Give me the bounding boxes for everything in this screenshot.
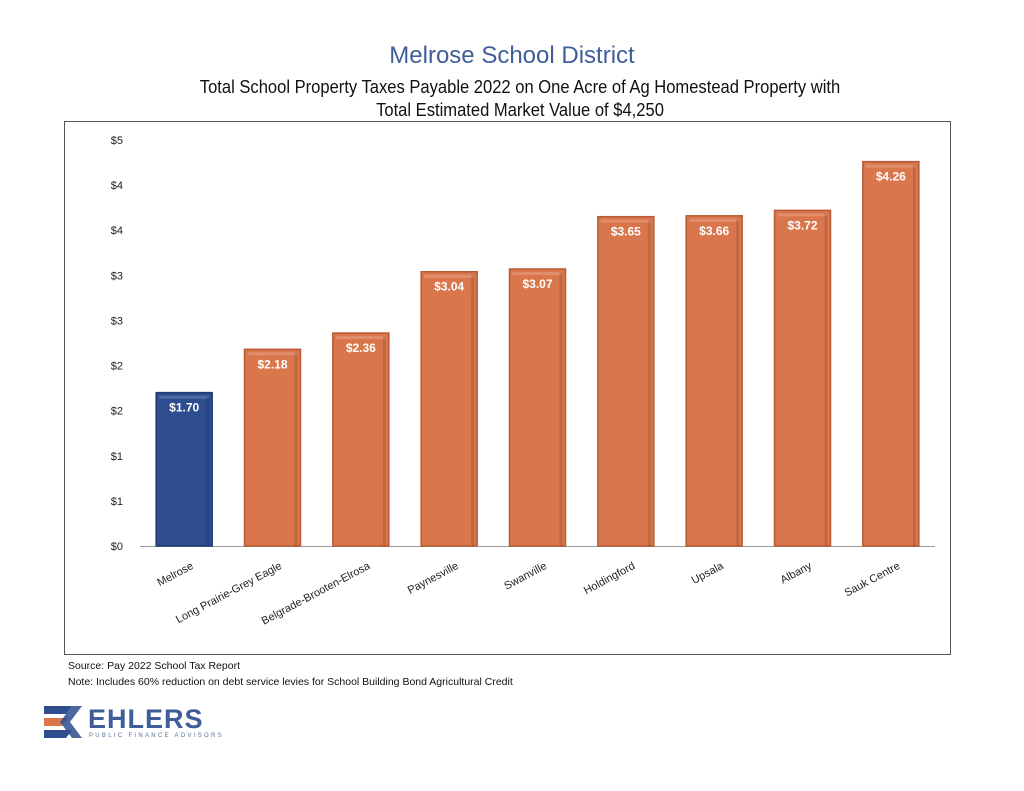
bar-bevel xyxy=(600,219,651,223)
logo-wordmark: EHLERS xyxy=(88,704,204,734)
bar-shade xyxy=(736,218,740,546)
source-note: Source: Pay 2022 School Tax Report xyxy=(68,660,240,672)
bar xyxy=(332,332,390,547)
x-tick-label: Paynesville xyxy=(406,560,461,597)
data-label: $4.26 xyxy=(876,170,906,184)
bar-shade xyxy=(471,274,475,546)
bar xyxy=(243,348,302,547)
bar-bevel xyxy=(512,272,563,276)
bar-shade xyxy=(559,272,563,546)
data-label: $3.65 xyxy=(611,225,641,239)
data-label: $3.66 xyxy=(699,224,729,238)
y-tick-label: $3 xyxy=(111,270,123,282)
bar-bevel xyxy=(865,164,916,168)
bar xyxy=(685,215,743,547)
bar-chart: $0$1$1$2$2$3$3$4$4$5$1.70Melrose$2.18Lon… xyxy=(111,135,935,627)
data-label: $1.70 xyxy=(169,401,199,415)
bar-shade xyxy=(647,219,651,546)
x-tick-label: Albany xyxy=(779,560,815,587)
y-tick-label: $2 xyxy=(111,406,123,418)
y-tick-label: $5 xyxy=(111,135,123,147)
bar xyxy=(773,209,832,547)
chart-title: Melrose School District xyxy=(389,42,635,69)
y-tick-label: $4 xyxy=(111,180,123,192)
chart-frame: $0 $1 $1 $2 $2 $3 $3 $4 $4 $5 $1.70 Melrose $2.18 Lon… xyxy=(64,121,951,655)
bar-bevel xyxy=(424,274,475,278)
subtitle-line-2: Total Estimated Market Value of $4,250 xyxy=(376,100,664,120)
bar-shade xyxy=(294,352,298,546)
data-label: $3.07 xyxy=(522,277,552,291)
bar-bevel xyxy=(777,213,828,217)
data-label: $2.18 xyxy=(257,357,287,371)
x-tick-label: Holdingford xyxy=(582,560,637,597)
subtitle-line-1: Total School Property Taxes Payable 2022… xyxy=(199,77,841,97)
bar xyxy=(862,160,920,547)
bar-shade xyxy=(206,395,210,546)
y-tick-label: $1 xyxy=(111,496,123,508)
y-tick-label: $1 xyxy=(111,451,123,463)
y-tick-label: $0 xyxy=(111,541,123,553)
bar-shade xyxy=(912,164,916,547)
y-tick-label: $4 xyxy=(111,225,123,237)
logo-mark-icon xyxy=(44,706,82,738)
bar xyxy=(155,391,213,547)
x-tick-label: Melrose xyxy=(155,560,195,589)
y-tick-label: $3 xyxy=(111,315,123,327)
bar xyxy=(420,270,478,547)
chart-subtitle: Total School Property Taxes Payable 2022… xyxy=(180,76,861,122)
logo-tagline: PUBLIC FINANCE ADVISORS xyxy=(89,733,224,739)
bar-shade xyxy=(382,336,386,546)
x-tick-label: Upsala xyxy=(690,560,727,587)
footnote: Note: Includes 60% reduction on debt ser… xyxy=(68,676,513,688)
x-tick-label: Sauk Centre xyxy=(843,560,903,599)
bar xyxy=(508,268,567,547)
bar-bevel xyxy=(689,218,740,222)
data-label: $3.72 xyxy=(787,218,817,232)
bar xyxy=(597,215,655,547)
bar-bevel xyxy=(247,352,298,356)
y-tick-label: $2 xyxy=(111,361,123,373)
ehlers-logo: EHLERS PUBLIC FINANCE ADVISORS xyxy=(42,700,242,750)
bar-bevel xyxy=(335,336,386,340)
data-label: $2.36 xyxy=(346,341,376,355)
bar-bevel xyxy=(159,395,210,399)
bar-shade xyxy=(824,213,828,546)
x-tick-label: Swanville xyxy=(502,560,549,592)
chart-notes: Source: Pay 2022 School Tax Report Note:… xyxy=(68,658,513,690)
data-label: $3.04 xyxy=(434,280,464,294)
